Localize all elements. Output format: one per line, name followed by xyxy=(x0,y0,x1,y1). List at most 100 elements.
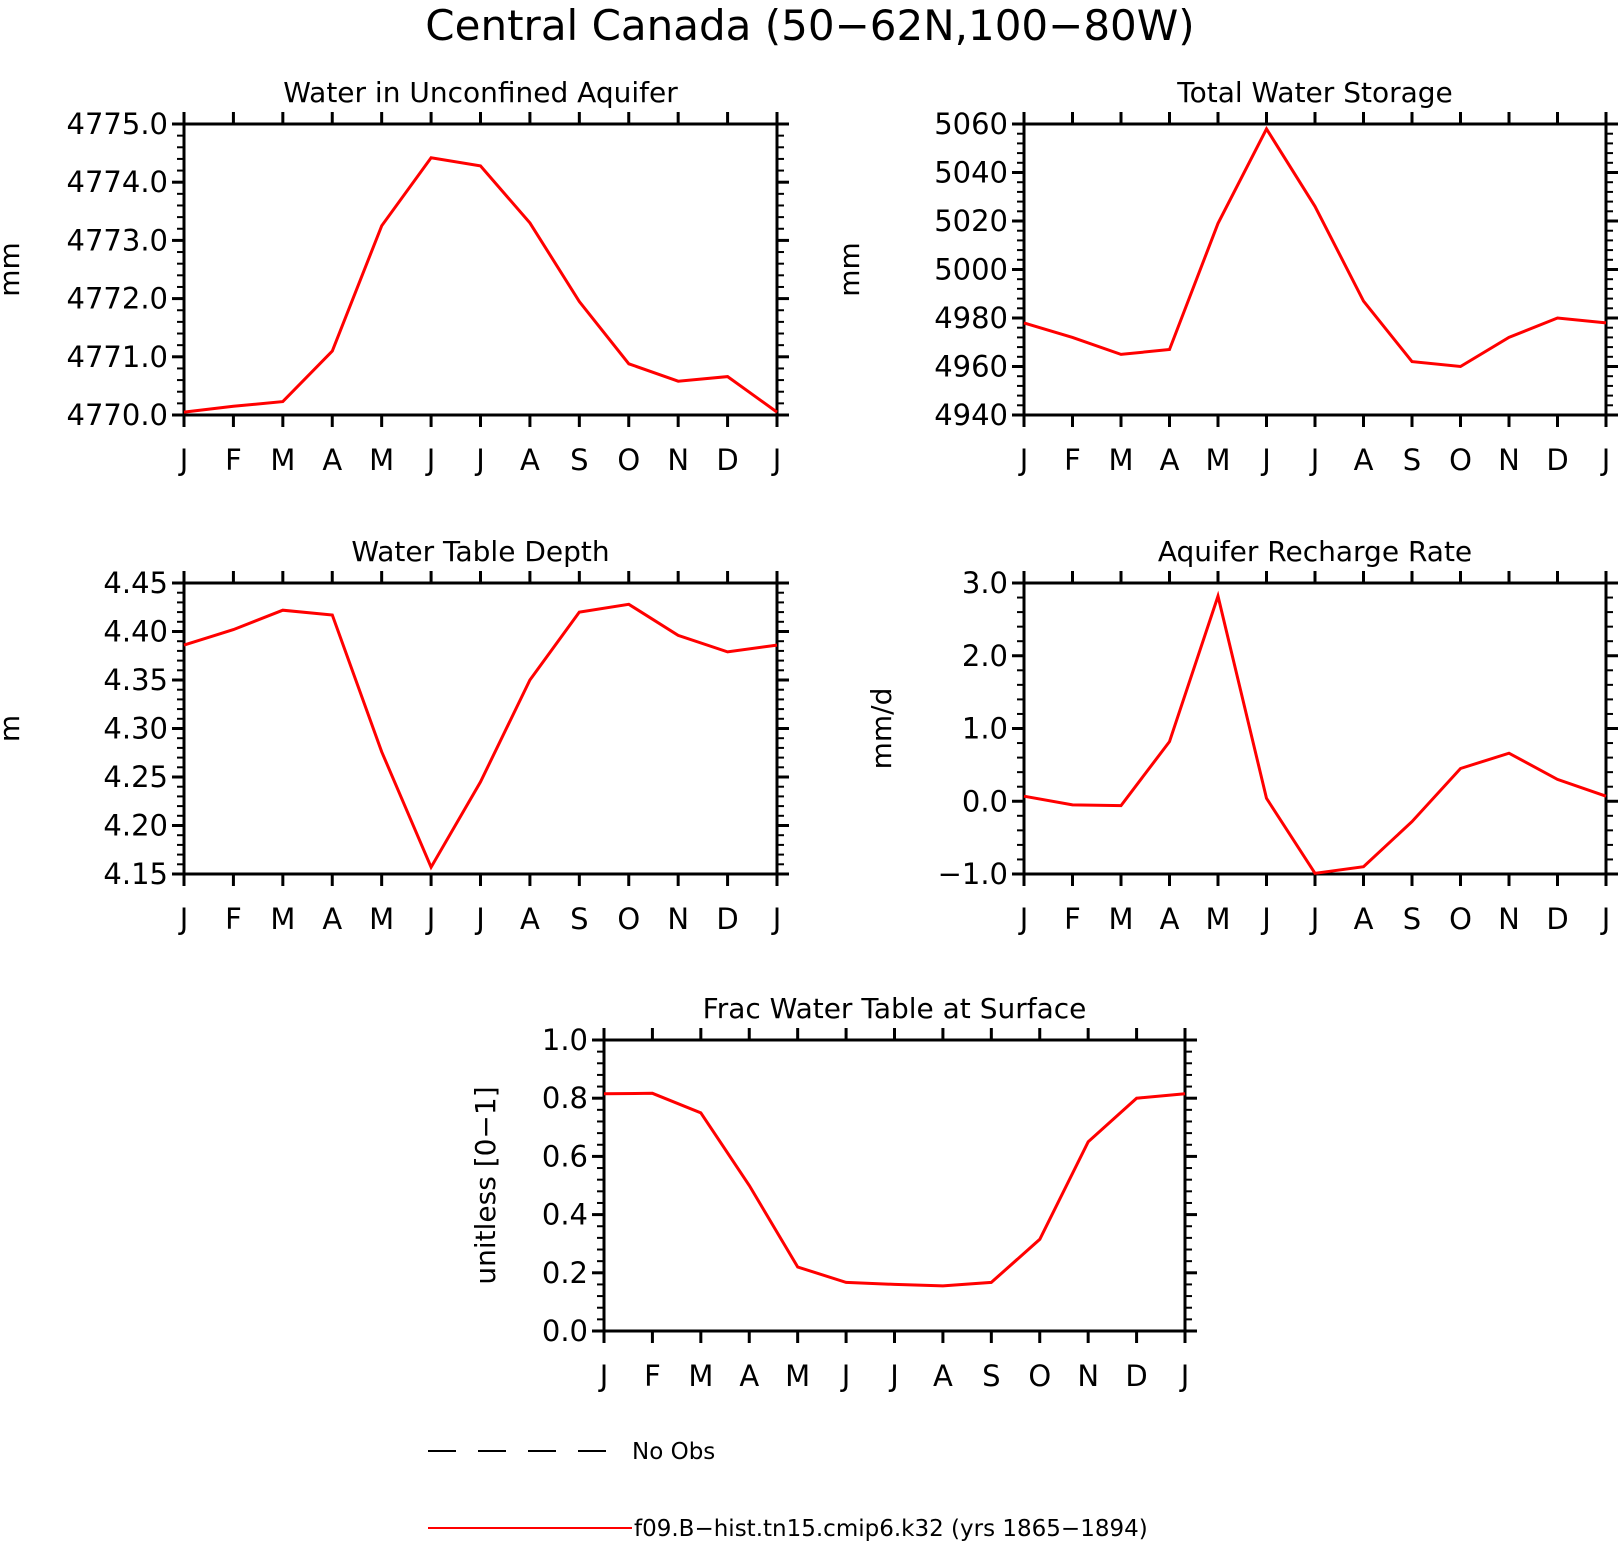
x-tick-label: A xyxy=(520,443,540,477)
chart-title: Frac Water Table at Surface xyxy=(703,992,1087,1025)
series-line-1 xyxy=(1023,590,1607,875)
x-tick-label: S xyxy=(982,1359,1000,1393)
y-tick-label: 4773.0 xyxy=(67,223,168,257)
y-tick-label: 4770.0 xyxy=(67,398,168,432)
y-axis-label: unitless [0−1] xyxy=(469,1086,502,1284)
x-tick-label: A xyxy=(1354,443,1374,477)
x-tick-label: O xyxy=(1028,1359,1051,1393)
y-tick-label: 4.45 xyxy=(103,566,168,600)
x-tick-label: M xyxy=(270,443,295,477)
x-tick-label: M xyxy=(1108,443,1133,477)
x-tick-label: O xyxy=(1449,443,1472,477)
figure-title: Central Canada (50−62N,100−80W) xyxy=(425,1,1194,50)
y-tick-label: 4980 xyxy=(934,301,1008,335)
chart-title: Total Water Storage xyxy=(1176,76,1453,109)
x-tick-label: M xyxy=(688,1359,713,1393)
x-tick-label: J xyxy=(1600,902,1611,936)
x-tick-label: A xyxy=(322,902,342,936)
x-tick-label: D xyxy=(716,902,738,936)
y-tick-label: −1.0 xyxy=(938,857,1008,891)
x-tick-label: J xyxy=(1309,443,1320,477)
y-tick-label: 4.20 xyxy=(103,809,168,843)
x-tick-label: M xyxy=(270,902,295,936)
x-tick-label: J xyxy=(840,1359,851,1393)
x-tick-label: D xyxy=(1125,1359,1147,1393)
x-tick-label: N xyxy=(1077,1359,1099,1393)
plot-frame xyxy=(1022,581,1608,876)
legend-label-model: f09.B−hist.tn15.cmip6.k32 (yrs 1865−1894… xyxy=(634,1516,1148,1542)
chart-panel-2: J F M A M J J A S O N D J494049604980500050205040506… xyxy=(833,76,1618,477)
series-line-1 xyxy=(183,602,778,871)
x-tick-label: J xyxy=(474,902,485,936)
y-tick-label: 2.0 xyxy=(962,639,1008,673)
legend-label-no-obs: No Obs xyxy=(632,1439,715,1465)
x-tick-label: M xyxy=(1108,902,1133,936)
chart-panel-1: J F M A M J J A S O N D J4770.04771.04772.04773.0477… xyxy=(0,76,789,477)
y-axis-label: mm xyxy=(0,242,26,297)
y-tick-label: 5060 xyxy=(934,107,1008,141)
y-tick-label: 1.0 xyxy=(962,712,1008,746)
x-tick-label: J xyxy=(771,902,782,936)
x-tick-label: M xyxy=(1205,902,1230,936)
x-tick-label: N xyxy=(1498,902,1520,936)
y-tick-label: 1.0 xyxy=(542,1023,588,1057)
y-tick-label: 0.2 xyxy=(542,1256,588,1290)
y-tick-label: 4.35 xyxy=(103,663,168,697)
y-tick-label: 4775.0 xyxy=(67,107,168,141)
y-tick-label: 0.0 xyxy=(962,784,1008,818)
series-line-1 xyxy=(1023,125,1607,369)
x-tick-label: A xyxy=(520,902,540,936)
x-tick-label: J xyxy=(1260,443,1271,477)
x-tick-label: N xyxy=(1498,443,1520,477)
x-tick-label: J xyxy=(1600,443,1611,477)
x-tick-label: J xyxy=(474,443,485,477)
x-tick-label: A xyxy=(322,443,342,477)
x-tick-label: M xyxy=(1205,443,1230,477)
y-tick-label: 5020 xyxy=(934,204,1008,238)
x-tick-label: J xyxy=(1179,1359,1190,1393)
x-tick-label: J xyxy=(1309,902,1320,936)
y-tick-label: 4960 xyxy=(934,350,1008,384)
x-tick-label: J xyxy=(1018,443,1029,477)
y-tick-label: 3.0 xyxy=(962,566,1008,600)
series-line-1 xyxy=(183,156,778,414)
y-tick-label: 4774.0 xyxy=(67,165,168,199)
x-tick-label: S xyxy=(570,902,588,936)
x-tick-label: D xyxy=(1546,902,1568,936)
x-tick-label: J xyxy=(771,443,782,477)
plot-frame xyxy=(182,581,779,876)
x-tick-label: J xyxy=(178,902,189,936)
x-tick-label: J xyxy=(1018,902,1029,936)
x-tick-label: J xyxy=(425,443,436,477)
x-tick-label: F xyxy=(225,443,242,477)
x-tick-label: A xyxy=(1160,902,1180,936)
x-tick-label: S xyxy=(1403,443,1421,477)
x-tick-label: F xyxy=(1064,443,1081,477)
x-tick-label: D xyxy=(716,443,738,477)
chart-title: Water in Unconfined Aquifer xyxy=(283,76,678,109)
x-tick-label: O xyxy=(617,902,640,936)
y-axis-label: m xyxy=(0,715,26,742)
x-tick-label: M xyxy=(369,443,394,477)
series-line-1 xyxy=(603,1091,1186,1288)
y-tick-label: 0.4 xyxy=(542,1198,588,1232)
x-tick-label: F xyxy=(1064,902,1081,936)
y-tick-label: 0.0 xyxy=(542,1314,588,1348)
y-tick-label: 0.8 xyxy=(542,1081,588,1115)
x-tick-label: J xyxy=(888,1359,899,1393)
y-tick-label: 4772.0 xyxy=(67,282,168,316)
y-axis-label: mm/d xyxy=(865,688,898,770)
x-tick-label: S xyxy=(1403,902,1421,936)
x-tick-label: N xyxy=(667,902,689,936)
x-tick-label: O xyxy=(1449,902,1472,936)
chart-title: Aquifer Recharge Rate xyxy=(1158,535,1472,568)
y-tick-label: 5000 xyxy=(934,253,1008,287)
y-tick-label: 4.30 xyxy=(103,712,168,746)
chart-panel-3: J F M A M J J A S O N D J4.154.204.254.304.354.404.4… xyxy=(0,535,789,936)
x-tick-label: M xyxy=(369,902,394,936)
y-tick-label: 0.6 xyxy=(542,1139,588,1173)
x-tick-label: D xyxy=(1546,443,1568,477)
